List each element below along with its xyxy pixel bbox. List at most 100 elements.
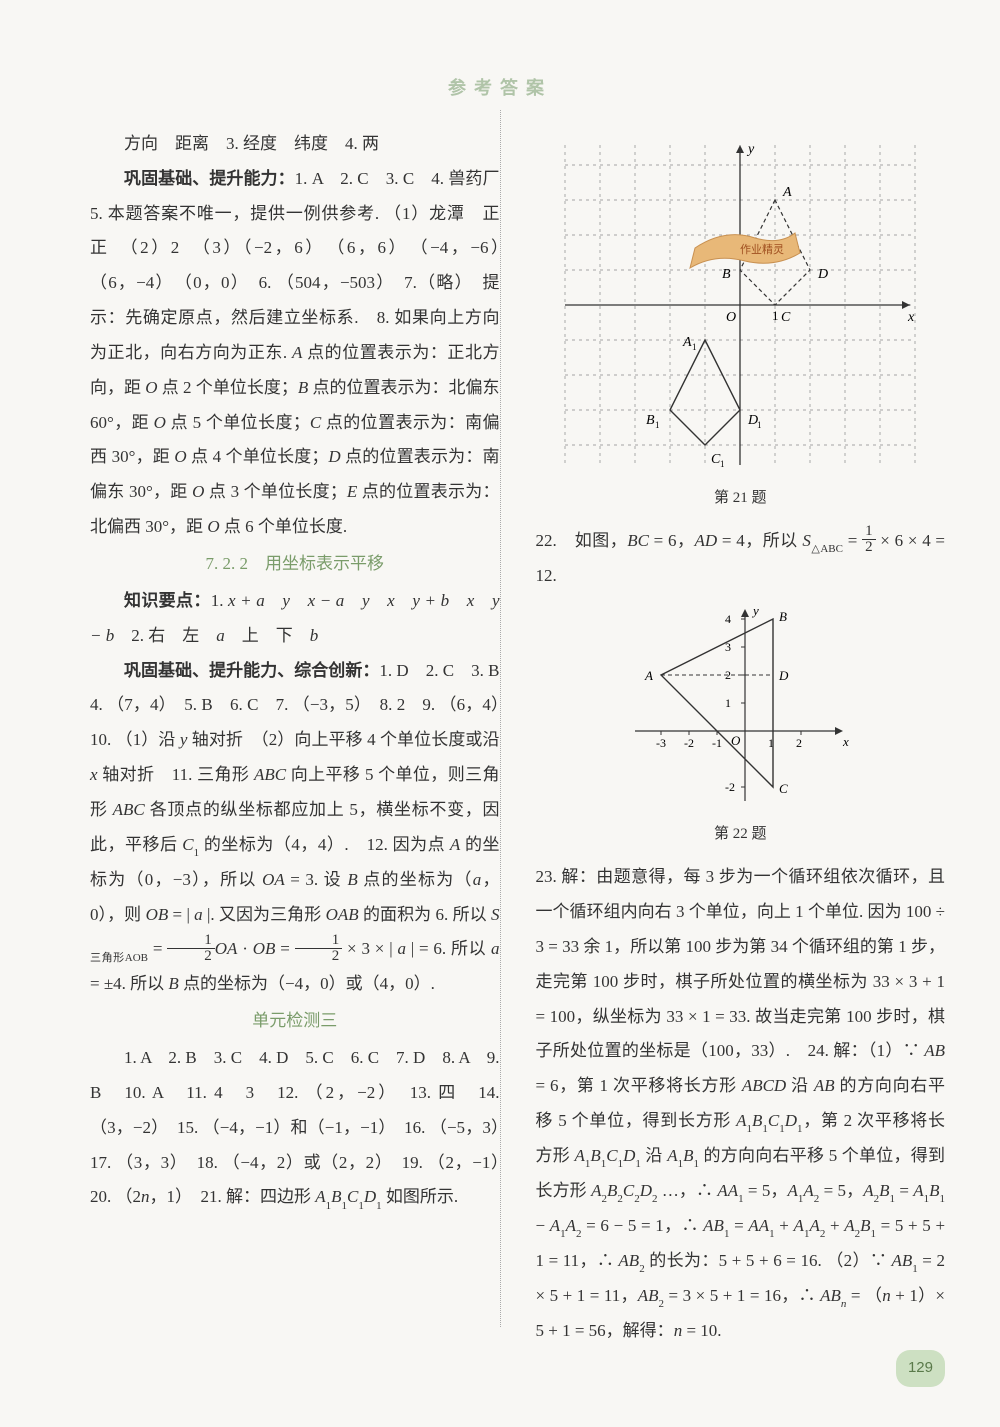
var: B — [168, 974, 178, 993]
run: = — [148, 939, 167, 958]
var: n — [882, 1286, 891, 1305]
run: = 10. — [682, 1321, 721, 1340]
sub: 1 — [871, 1228, 877, 1240]
sub: 1 — [678, 1158, 684, 1170]
var: AB — [618, 1251, 639, 1270]
sub: 1 — [797, 1123, 803, 1135]
sub: 1 — [912, 1263, 918, 1275]
svg-text:B: B — [779, 609, 787, 624]
run: …，∴ — [657, 1181, 717, 1200]
run: 沿 — [641, 1146, 667, 1165]
var: B — [347, 870, 357, 889]
sub: 1 — [769, 1228, 775, 1240]
var: S — [802, 531, 811, 550]
text-block: 22. 如图，BC = 6，AD = 4，所以 S△ABC = 12 × 6 ×… — [536, 524, 946, 594]
svg-text:y: y — [751, 603, 759, 618]
var: A — [736, 1111, 746, 1130]
var: A — [809, 1216, 819, 1235]
svg-text:A: A — [644, 668, 653, 683]
sub: 1 — [560, 1228, 566, 1240]
sub: 1 — [924, 1193, 930, 1205]
var: C — [310, 413, 321, 432]
svg-text:O: O — [726, 310, 736, 325]
text-block: 知识要点：1. x + a y x − a y x y + b x y − b … — [90, 584, 500, 654]
sub: 1 — [798, 1193, 804, 1205]
var: A — [803, 1181, 813, 1200]
run: 2. 右 左 — [114, 626, 216, 645]
var: a — [473, 870, 482, 889]
var: B — [298, 378, 308, 397]
run: = （ — [846, 1286, 882, 1305]
run: 的长为：5 + 5 + 6 = 16. （2）∵ — [645, 1251, 892, 1270]
svg-text:C: C — [781, 310, 791, 325]
var: O — [145, 378, 157, 397]
sub: 1 — [635, 1158, 641, 1170]
run: 点的坐标为（−4，0）或（4，0）. — [179, 974, 435, 993]
var: A — [550, 1216, 560, 1235]
var: D — [364, 1187, 376, 1206]
run: = 3. 设 — [285, 870, 348, 889]
text-block: 巩固基础、提升能力：1. A 2. C 3. C 4. 兽药厂 5. 本题答案不… — [90, 162, 500, 545]
var: ABC — [254, 765, 286, 784]
var: D — [785, 1111, 797, 1130]
sub: 1 — [747, 1123, 753, 1135]
sub: 2 — [639, 1263, 645, 1275]
fraction: 12 — [167, 933, 215, 964]
var: AB — [638, 1286, 659, 1305]
var: B — [929, 1181, 939, 1200]
text-block: 23. 解：由题意得，每 3 步为一个循环组依次循环，且一个循环组内向右 3 个… — [536, 860, 946, 1348]
figure-caption: 第 21 题 — [536, 483, 946, 514]
run: = 5， — [819, 1181, 863, 1200]
var: AB — [814, 1076, 835, 1095]
var: A — [794, 1216, 804, 1235]
ribbon-icon: 作业精灵 — [685, 223, 805, 283]
svg-text:1: 1 — [692, 342, 697, 352]
var: O — [174, 447, 186, 466]
var: D — [328, 447, 340, 466]
sub: 1 — [618, 1158, 624, 1170]
var: D — [623, 1146, 635, 1165]
run-label: 巩固基础、提升能力： — [124, 169, 295, 188]
run: + — [775, 1216, 794, 1235]
var: A — [566, 1216, 576, 1235]
sub: 2 — [874, 1193, 880, 1205]
var: B — [879, 1181, 889, 1200]
var: C — [768, 1111, 779, 1130]
svg-text:4: 4 — [725, 612, 731, 626]
sub: 1 — [738, 1193, 744, 1205]
run: + — [825, 1216, 844, 1235]
var: B — [860, 1216, 870, 1235]
var: AB — [703, 1216, 724, 1235]
sub: n — [841, 1298, 847, 1310]
sub: 2 — [576, 1228, 582, 1240]
var: b — [310, 626, 319, 645]
var: n — [674, 1321, 683, 1340]
sub: 1 — [601, 1158, 607, 1170]
var: C — [182, 835, 193, 854]
run: 点 3 个单位长度； — [204, 482, 347, 501]
svg-text:D: D — [817, 267, 828, 282]
run: = 6， — [649, 531, 695, 550]
page-number: 129 — [896, 1350, 945, 1387]
page-header: 参考答案 — [0, 0, 1000, 107]
run: 的面积为 6. 所以 — [359, 905, 491, 924]
figure-21: Oxy1ABCDA1B1C1D1 — [560, 135, 920, 475]
svg-text:1: 1 — [772, 308, 779, 323]
var: A — [315, 1187, 325, 1206]
run: = — [275, 939, 294, 958]
var: A — [844, 1216, 854, 1235]
var: a — [216, 626, 225, 645]
var: A — [450, 835, 460, 854]
svg-text:1: 1 — [725, 696, 731, 710]
run: = 3 × 5 + 1 = 16，∴ — [664, 1286, 820, 1305]
svg-text:B: B — [646, 413, 655, 428]
sub: 2 — [855, 1228, 861, 1240]
var: OA — [262, 870, 285, 889]
var: a — [491, 939, 500, 958]
run-label: 知识要点： — [124, 591, 211, 610]
text-line: 方向 距离 3. 经度 纬度 4. 两 — [90, 127, 500, 162]
run: = — [729, 1216, 748, 1235]
svg-text:2: 2 — [796, 736, 802, 750]
sub: 1 — [779, 1123, 785, 1135]
var: ABC — [113, 800, 145, 819]
